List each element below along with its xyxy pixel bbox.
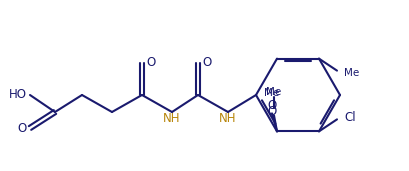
Text: NH: NH <box>163 111 181 124</box>
Text: HO: HO <box>9 89 27 102</box>
Text: O: O <box>267 99 276 112</box>
Text: O: O <box>18 122 27 135</box>
Text: O: O <box>267 105 276 118</box>
Text: O: O <box>146 56 155 69</box>
Text: Me: Me <box>264 88 280 98</box>
Text: NH: NH <box>219 111 237 124</box>
Text: O: O <box>202 56 211 69</box>
Text: Me: Me <box>266 87 282 97</box>
Text: Me: Me <box>344 68 359 78</box>
Text: Cl: Cl <box>344 111 355 124</box>
